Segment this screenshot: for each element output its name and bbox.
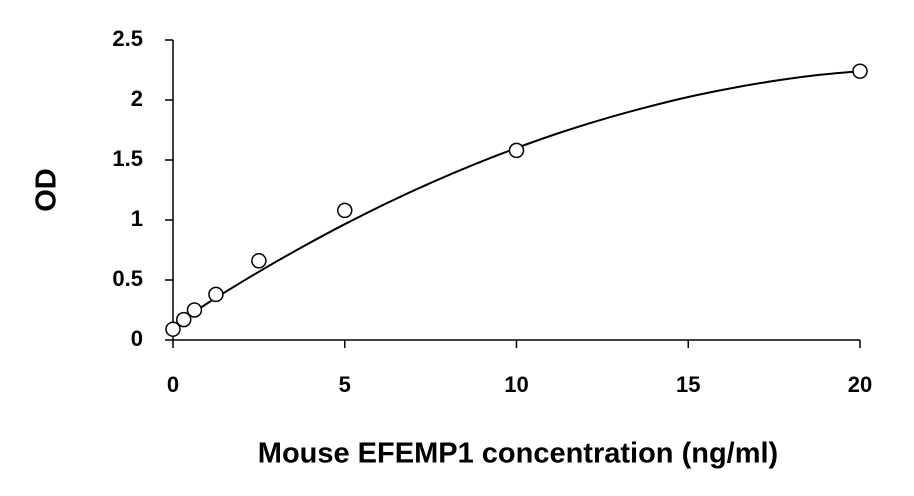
x-tick-label: 15	[676, 372, 700, 397]
data-point	[337, 202, 353, 219]
y-tick-label: 0	[131, 326, 143, 351]
data-point	[852, 63, 868, 79]
x-axis-title: Mouse EFEMP1 concentration (ng/ml)	[258, 438, 778, 470]
y-tick-label: 1	[131, 206, 143, 231]
y-tick-label: 2.5	[112, 26, 143, 51]
data-point	[508, 142, 525, 159]
y-tick-label: 2	[131, 86, 143, 111]
x-tick-label: 10	[504, 372, 528, 397]
data-point	[186, 302, 203, 318]
fit-curve	[172, 70, 861, 327]
data-point	[175, 311, 192, 328]
data-point	[165, 321, 181, 337]
data-point	[251, 253, 267, 269]
x-tick-label: 0	[167, 372, 179, 397]
x-tick-label: 5	[339, 372, 351, 397]
y-tick-label: 0.5	[112, 266, 143, 291]
x-tick-label: 20	[848, 372, 872, 397]
data-point	[208, 286, 224, 303]
y-tick-label: 1.5	[112, 146, 143, 171]
y-axis-title: OD	[31, 168, 63, 212]
